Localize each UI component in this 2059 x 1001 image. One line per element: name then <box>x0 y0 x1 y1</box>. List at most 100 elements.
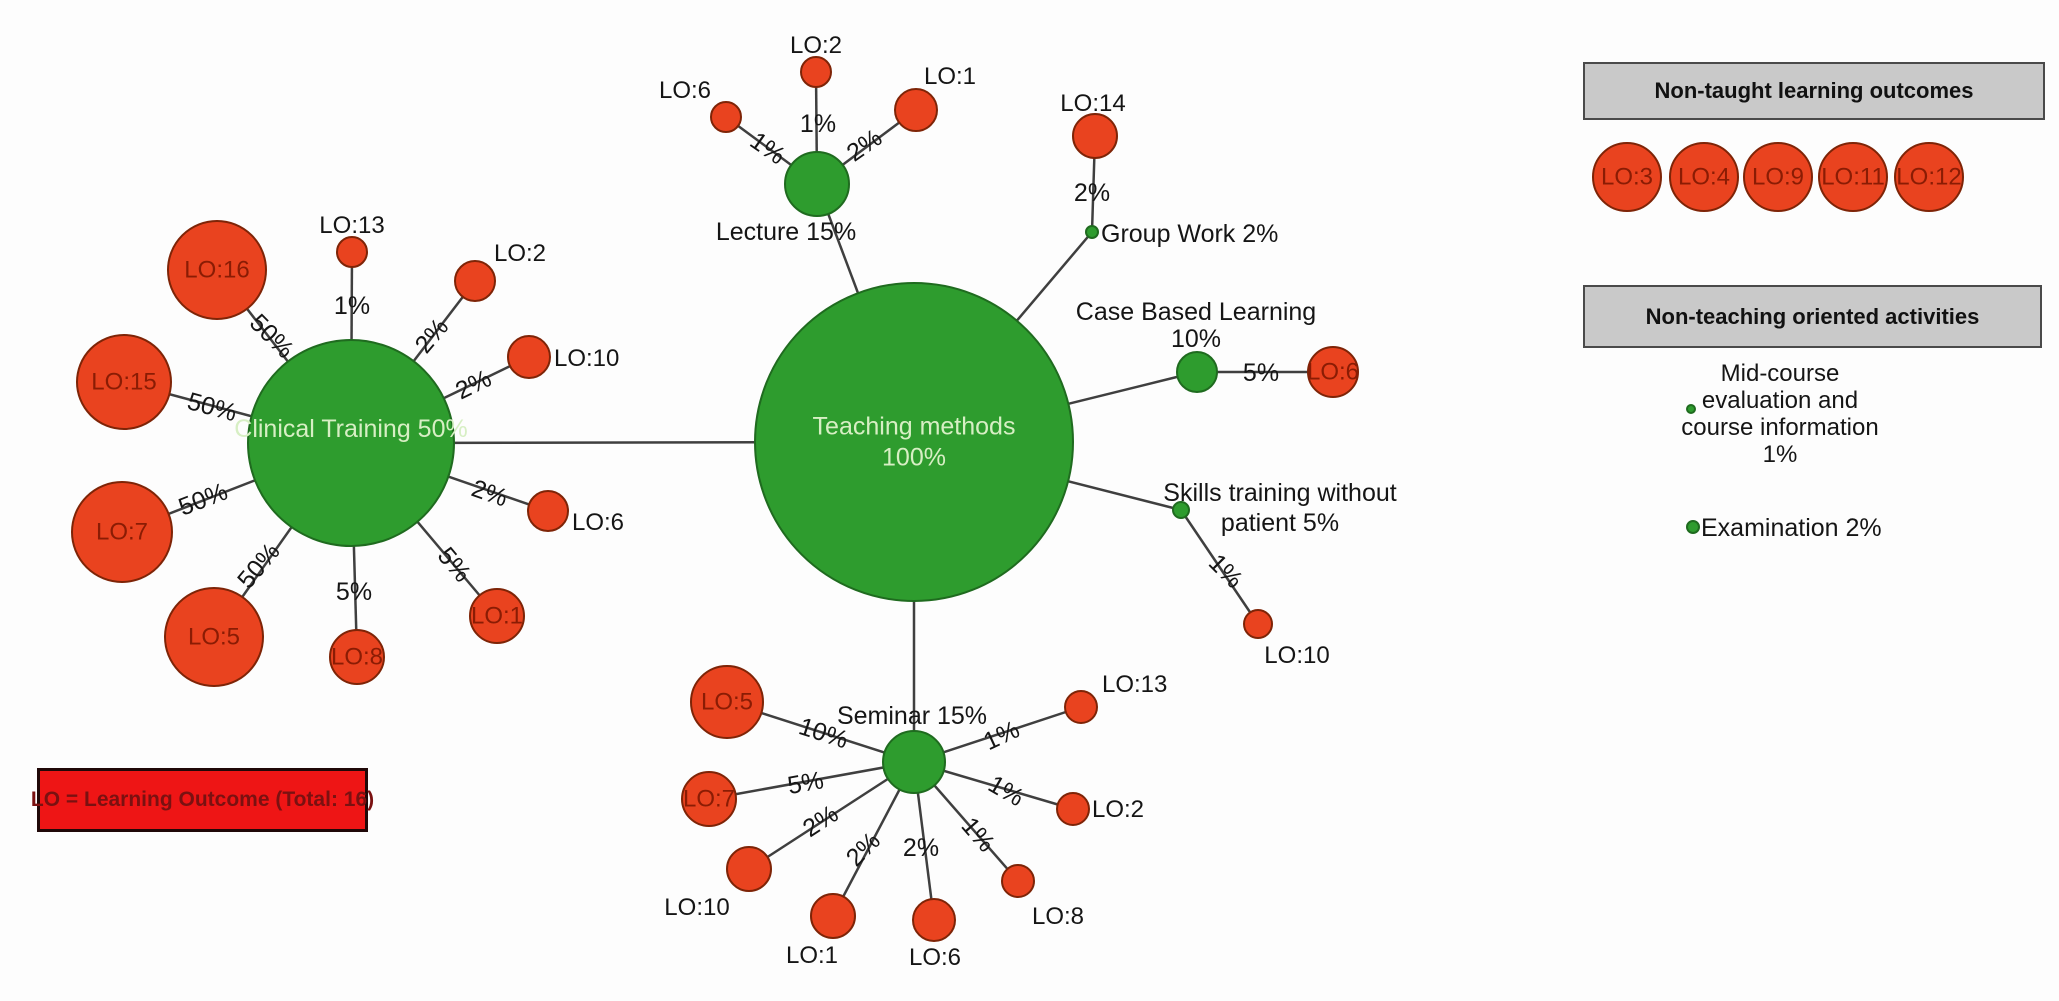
node-label-sem_lo10: LO:10 <box>664 894 729 921</box>
node-lec_lo1 <box>894 88 938 132</box>
edge-label-groupwork-gw_lo14: 2% <box>1074 179 1110 207</box>
node-label-lecture: Lecture 15% <box>716 218 856 246</box>
node-nt_lo9 <box>1743 142 1813 212</box>
node-gw_lo14 <box>1072 113 1118 159</box>
edge-label-lecture-lec_lo2: 1% <box>800 110 836 138</box>
edge-seminar-sem_lo7 <box>708 760 915 801</box>
node-lec_lo6 <box>710 101 742 133</box>
node-cl_lo6 <box>527 490 569 532</box>
node-label-midcourse: Mid-course <box>1721 360 1840 387</box>
node-sem_lo1 <box>810 893 856 939</box>
node-nt_lo12 <box>1894 142 1964 212</box>
node-label-cl_lo7: LO:7 <box>96 519 148 546</box>
node-label-teaching: Teaching methods <box>813 413 1016 441</box>
node-sk_lo10 <box>1243 609 1273 639</box>
edge-label-seminar-sem_lo2: 1% <box>983 770 1028 812</box>
node-sem_lo7 <box>681 771 737 827</box>
node-label-cl_lo15: LO:15 <box>91 369 156 396</box>
node-sem_lo10 <box>726 846 772 892</box>
node-label-teaching: 100% <box>882 444 946 472</box>
node-label-nt_lo4: LO:4 <box>1678 164 1730 191</box>
edge-label-seminar-sem_lo6: 2% <box>903 834 939 862</box>
lo-definition-note-text: LO = Learning Outcome (Total: 16) <box>30 788 375 811</box>
node-cl_lo8 <box>329 629 385 685</box>
node-label-skills: Skills training without <box>1163 479 1396 507</box>
node-cl_lo2 <box>454 260 496 302</box>
node-cl_lo1 <box>469 588 525 644</box>
legend-non-teaching-title: Non-teaching oriented activities <box>1645 303 1980 329</box>
node-label-cbl_lo6: LO:6 <box>1307 359 1359 386</box>
node-cl_lo16 <box>167 220 267 320</box>
edge-label-seminar-sem_lo10: 2% <box>798 800 844 843</box>
edge-label-clinical-cl_lo10: 2% <box>451 364 496 405</box>
node-label-lec_lo2: LO:2 <box>790 32 842 59</box>
edge-label-clinical-cl_lo2: 2% <box>410 313 455 359</box>
node-cl_lo5 <box>164 587 264 687</box>
node-label-nt_lo9: LO:9 <box>1752 164 1804 191</box>
node-seminar <box>882 730 946 794</box>
node-label-sem_lo13: LO:13 <box>1102 671 1167 698</box>
edge-label-clinical-cl_lo15: 50% <box>184 387 240 427</box>
node-label-cbl: Case Based Learning <box>1076 298 1316 326</box>
lo-definition-note: LO = Learning Outcome (Total: 16) <box>31 768 374 832</box>
node-label-cl_lo6: LO:6 <box>572 509 624 536</box>
node-label-sem_lo1: LO:1 <box>786 942 838 969</box>
node-clinical <box>247 339 455 547</box>
node-label-examination: Examination 2% <box>1701 514 1882 542</box>
node-label-cl_lo5: LO:5 <box>188 624 240 651</box>
node-sem_lo13 <box>1064 690 1098 724</box>
legend-non-taught-title: Non-taught learning outcomes <box>1654 78 1974 103</box>
legend-non-teaching-box: Non-teaching oriented activities <box>1583 285 2042 348</box>
node-label-sk_lo10: LO:10 <box>1264 642 1329 669</box>
node-label-clinical: Clinical Training 50% <box>234 415 467 443</box>
node-cbl_lo6 <box>1307 346 1359 398</box>
node-label-midcourse: evaluation and <box>1702 387 1858 414</box>
node-label-nt_lo12: LO:12 <box>1896 164 1961 191</box>
edge-label-seminar-sem_lo1: 2% <box>841 827 886 872</box>
node-label-cl_lo1: LO:1 <box>471 603 523 630</box>
node-label-cl_lo16: LO:16 <box>184 257 249 284</box>
edge-label-lecture-lec_lo6: 1% <box>745 127 791 171</box>
node-label-nt_lo11: LO:11 <box>1821 164 1885 191</box>
edge-label-clinical-cl_lo6: 2% <box>468 474 511 512</box>
node-label-seminar: Seminar 15% <box>837 702 987 730</box>
node-label-sem_lo7: LO:7 <box>683 786 735 813</box>
edge-label-cbl-cbl_lo6: 5% <box>1243 359 1279 387</box>
node-sem_lo5 <box>690 665 764 739</box>
edge-label-clinical-cl_lo13: 1% <box>334 292 370 320</box>
legend-non-taught-box: Non-taught learning outcomes <box>1583 62 2045 120</box>
node-label-lec_lo1: LO:1 <box>924 63 976 90</box>
node-label-sem_lo2: LO:2 <box>1092 796 1144 823</box>
node-label-cl_lo10: LO:10 <box>554 345 619 372</box>
node-nt_lo3 <box>1592 142 1662 212</box>
edge-label-skills-sk_lo10: 1% <box>1203 549 1248 594</box>
node-sem_lo6 <box>912 898 956 942</box>
node-label-cl_lo13: LO:13 <box>319 212 384 239</box>
node-cl_lo10 <box>507 335 551 379</box>
node-examination <box>1686 520 1700 534</box>
node-cl_lo13 <box>336 236 368 268</box>
edge-label-seminar-sem_lo7: 5% <box>785 766 825 800</box>
node-skills <box>1172 501 1190 519</box>
node-cl_lo7 <box>71 481 173 583</box>
node-nt_lo4 <box>1669 142 1739 212</box>
edge-label-clinical-cl_lo8: 5% <box>336 578 372 606</box>
edge-label-clinical-cl_lo1: 5% <box>432 542 477 588</box>
edge-skills-sk_lo10 <box>1179 509 1260 625</box>
node-label-nt_lo3: LO:3 <box>1601 164 1653 191</box>
node-label-sem_lo5: LO:5 <box>701 689 753 716</box>
node-lecture <box>784 151 850 217</box>
node-label-gw_lo14: LO:14 <box>1060 90 1125 117</box>
node-label-cbl: 10% <box>1171 325 1221 353</box>
node-lec_lo2 <box>800 56 832 88</box>
node-cl_lo15 <box>76 334 172 430</box>
node-label-cl_lo8: LO:8 <box>331 644 383 671</box>
node-label-skills: patient 5% <box>1221 509 1339 537</box>
node-sem_lo2 <box>1056 792 1090 826</box>
node-label-sem_lo6: LO:6 <box>909 944 961 971</box>
node-label-groupwork: Group Work 2% <box>1101 220 1278 248</box>
node-label-cl_lo2: LO:2 <box>494 240 546 267</box>
node-sem_lo8 <box>1001 864 1035 898</box>
